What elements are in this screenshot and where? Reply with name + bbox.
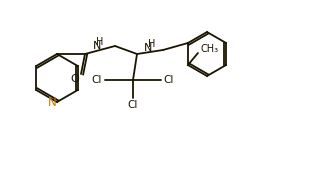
Text: N: N <box>144 43 152 53</box>
Text: N: N <box>48 95 56 109</box>
Text: Cl: Cl <box>128 100 138 110</box>
Text: Cl: Cl <box>164 75 174 85</box>
Text: H: H <box>96 37 104 47</box>
Text: H: H <box>148 39 156 49</box>
Text: Cl: Cl <box>92 75 102 85</box>
Text: O: O <box>71 74 80 84</box>
Text: CH₃: CH₃ <box>201 44 219 54</box>
Text: N: N <box>93 41 101 51</box>
